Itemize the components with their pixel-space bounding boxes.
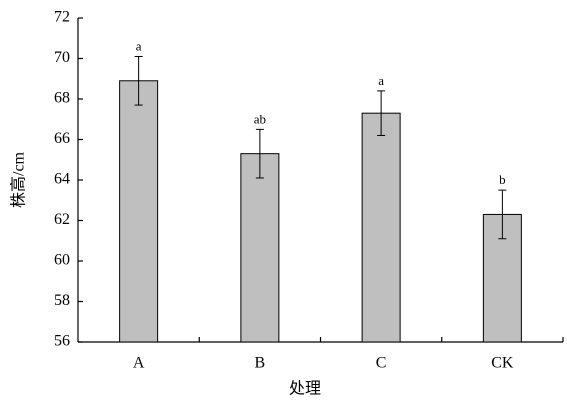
error-bar xyxy=(255,128,264,179)
y-tick-label: 62 xyxy=(54,211,70,228)
bar xyxy=(361,112,401,343)
y-tick-label: 64 xyxy=(54,171,70,188)
bar xyxy=(119,80,159,343)
significance-label: ab xyxy=(254,111,266,126)
y-tick-label: 56 xyxy=(54,333,70,350)
y-tick-label: 58 xyxy=(54,292,70,309)
error-bar xyxy=(498,189,507,240)
x-tick-label: A xyxy=(133,355,145,372)
x-tick-label: B xyxy=(255,355,266,372)
significance-label: a xyxy=(378,73,384,88)
y-axis-label: 株高/cm xyxy=(10,151,28,208)
significance-label: b xyxy=(499,172,506,187)
y-tick-label: 60 xyxy=(54,252,70,269)
error-bar xyxy=(377,90,386,136)
significance-label: a xyxy=(136,38,142,53)
error-bar xyxy=(134,55,143,106)
y-tick-label: 72 xyxy=(54,9,70,26)
x-axis-label: 处理 xyxy=(289,380,321,398)
x-tick-label: CK xyxy=(491,355,514,372)
bar xyxy=(240,153,280,343)
y-tick-label: 70 xyxy=(54,49,70,66)
x-tick-label: C xyxy=(376,355,387,372)
y-tick-label: 68 xyxy=(54,90,70,107)
y-tick-label: 66 xyxy=(54,130,70,147)
